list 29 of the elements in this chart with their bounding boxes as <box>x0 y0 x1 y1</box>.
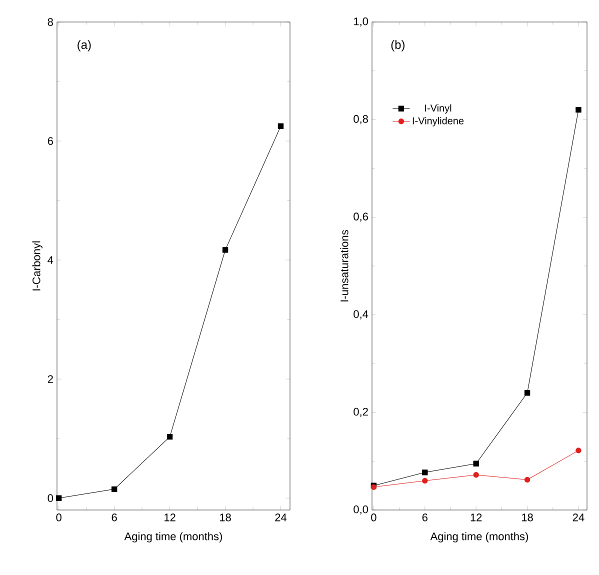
legend-label: I-Vinyl <box>425 104 452 114</box>
x-tick-label: 24 <box>275 514 287 522</box>
y-tick-label: 0,0 <box>354 505 368 515</box>
x-tick-label: 24 <box>572 514 584 522</box>
legend-label: I-Vinylidene <box>412 117 464 126</box>
x-tick-label: 18 <box>220 514 231 522</box>
y-tick-label: 0,4 <box>354 310 368 320</box>
x-tick-label: 6 <box>112 514 117 522</box>
y-tick-label: 0,6 <box>354 212 368 222</box>
x-tick-label: 0 <box>371 514 376 522</box>
y-tick-label: 0,2 <box>354 408 368 417</box>
x-axis-title: Aging time (months) <box>430 532 528 542</box>
y-tick-label: 2 <box>48 375 53 383</box>
y-axis-title: I-Carbonyl <box>32 241 42 290</box>
y-tick-label: 1,0 <box>354 17 368 27</box>
x-tick-label: 6 <box>422 514 428 522</box>
y-axis-title: I-unsaturations <box>340 230 348 302</box>
y-tick-label: 8 <box>48 18 53 26</box>
annotation: (b) <box>391 40 405 52</box>
x-tick-label: 12 <box>164 514 176 522</box>
y-tick-label: 4 <box>48 256 54 264</box>
x-tick-label: 12 <box>470 514 482 522</box>
x-axis-title: Aging time (months) <box>124 532 222 542</box>
x-tick-label: 18 <box>522 514 533 522</box>
y-tick-label: 0 <box>48 494 54 502</box>
annotation: (a) <box>78 40 91 52</box>
y-tick-label: 0,8 <box>354 115 368 124</box>
x-tick-label: 0 <box>56 514 62 522</box>
y-tick-label: 6 <box>48 137 53 145</box>
